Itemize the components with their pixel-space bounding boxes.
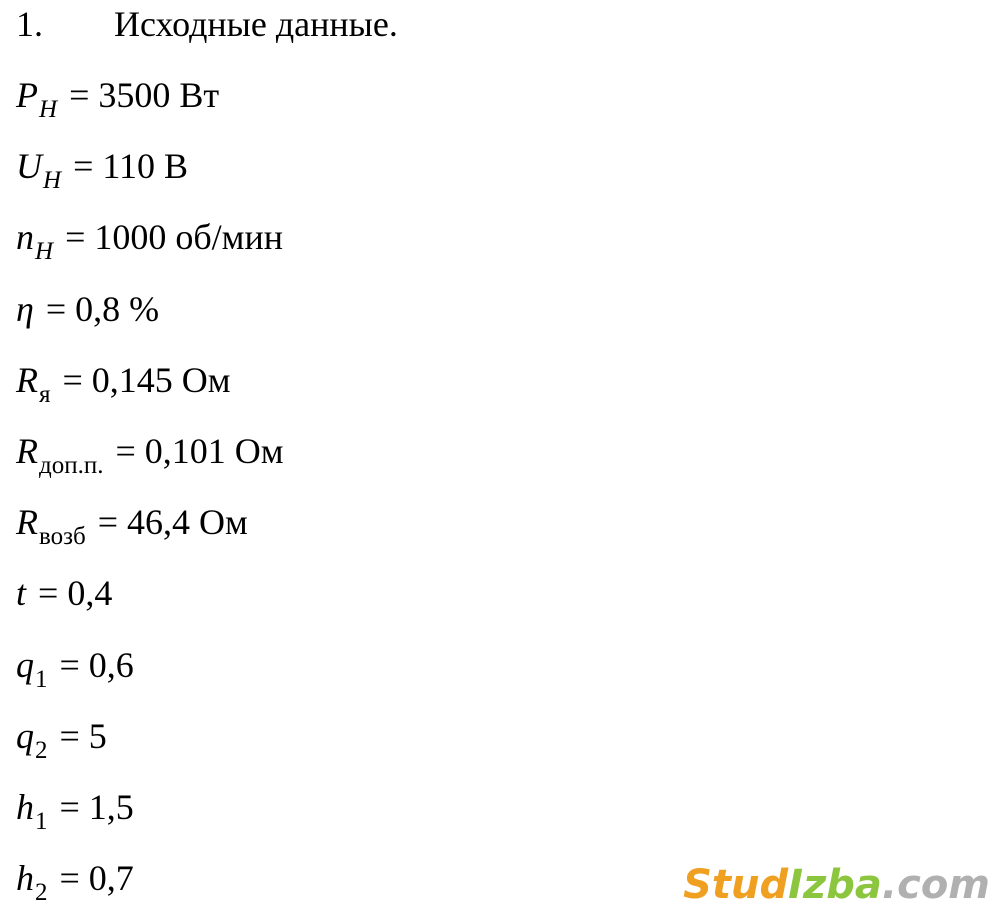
value: = 1,5 (59, 787, 134, 827)
symbol: U (16, 146, 42, 187)
subscript: я (39, 380, 51, 408)
symbol: q (16, 715, 34, 756)
heading-title: Исходные данные. (114, 4, 398, 44)
value: = 0,101 Ом (115, 431, 284, 471)
symbol: η (16, 288, 34, 329)
subscript: H (43, 167, 62, 195)
subscript: 1 (35, 808, 48, 835)
data-line: q2 = 5 (16, 714, 107, 764)
data-line: UH = 110 В (16, 144, 189, 195)
subscript: H (39, 96, 58, 123)
data-line: nH = 1000 об/мин (16, 215, 283, 266)
value: = 5 (59, 715, 107, 756)
value: = 0,4 (38, 573, 113, 614)
value: = 0,8 % (45, 288, 160, 329)
watermark-text: .com (881, 862, 990, 908)
data-line: PH = 3500 Вт (16, 73, 220, 123)
subscript: 2 (35, 736, 48, 764)
symbol: R (16, 431, 38, 471)
symbol: t (16, 573, 27, 614)
value: = 46,4 Ом (97, 502, 248, 543)
symbol: R (16, 359, 38, 400)
data-line: Rя = 0,145 Ом (16, 358, 231, 408)
value: = 0,7 (59, 858, 134, 899)
value: = 3500 Вт (69, 75, 220, 115)
data-line: Rвозб = 46,4 Ом (16, 500, 248, 551)
value: = 0,145 Ом (62, 359, 231, 400)
heading: 1. Исходные данные. (16, 2, 398, 46)
data-line: η = 0,8 % (16, 287, 159, 331)
symbol: h (16, 787, 34, 827)
symbol: h (16, 858, 34, 899)
subscript: H (35, 238, 54, 266)
watermark: StudIzba.com (683, 862, 990, 908)
data-line: Rдоп.п. = 0,101 Ом (16, 429, 284, 479)
data-line: h1 = 1,5 (16, 785, 134, 835)
value: = 0,6 (59, 644, 134, 685)
symbol: n (16, 217, 34, 258)
subscript: возб (39, 523, 86, 551)
symbol: q (16, 644, 34, 685)
symbol: P (16, 75, 38, 115)
subscript: 2 (35, 879, 48, 907)
heading-number: 1. (16, 4, 43, 44)
data-line: t = 0,4 (16, 571, 112, 615)
symbol: R (16, 502, 38, 543)
value: = 110 В (73, 146, 189, 187)
value: = 1000 об/мин (65, 217, 283, 258)
subscript: 1 (35, 665, 48, 693)
watermark-text: Stud (683, 862, 789, 908)
data-line: h2 = 0,7 (16, 856, 134, 907)
subscript: доп.п. (39, 452, 104, 479)
data-line: q1 = 0,6 (16, 643, 134, 693)
watermark-text: Izba (788, 862, 882, 908)
